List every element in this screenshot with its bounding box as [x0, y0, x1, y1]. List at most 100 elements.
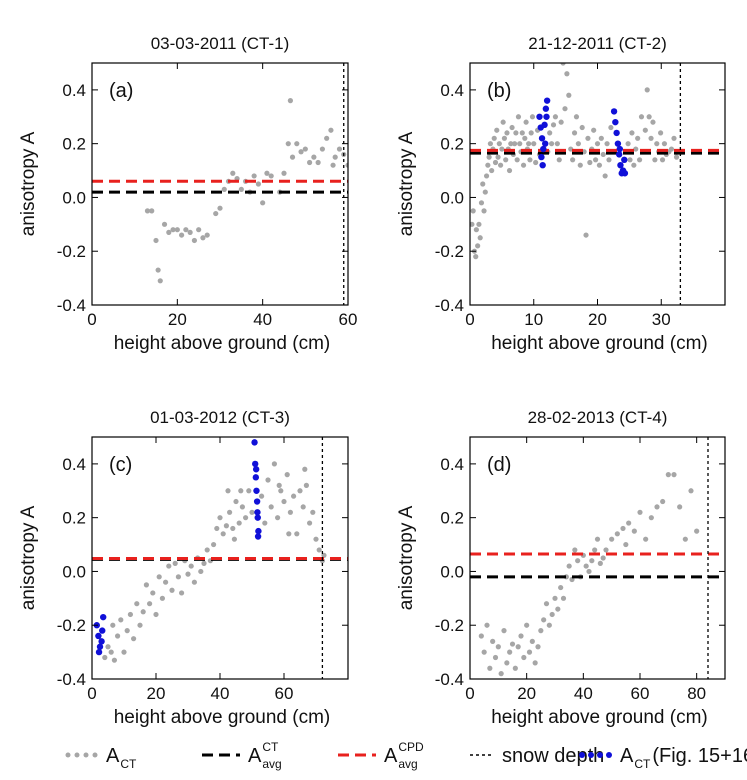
- data-point: [570, 157, 576, 163]
- y-tick-label: 0.0: [440, 562, 464, 581]
- data-point: [475, 243, 481, 249]
- data-point: [166, 229, 172, 235]
- legend-suffix: (Fig. 15+16): [652, 745, 747, 767]
- data-point: [204, 232, 210, 238]
- data-point: [531, 141, 537, 147]
- data-point: [159, 595, 165, 601]
- y-tick-label: -0.4: [435, 296, 464, 315]
- data-point: [281, 170, 287, 176]
- data-point: [310, 509, 316, 515]
- data-point: [489, 167, 495, 174]
- y-axis-title: anisotropy A: [396, 131, 417, 236]
- y-tick-label: 0.4: [62, 455, 86, 474]
- data-point: [509, 641, 516, 647]
- panel-label: (d): [487, 454, 511, 476]
- data-point: [303, 482, 309, 488]
- data-point: [291, 493, 297, 499]
- highlight-point: [621, 170, 629, 177]
- highlight-point: [96, 643, 104, 650]
- data-point: [319, 146, 325, 152]
- x-tick-label: 40: [253, 310, 272, 329]
- data-point: [677, 504, 683, 510]
- data-point: [512, 141, 518, 147]
- data-point: [673, 154, 680, 160]
- highlight-point: [542, 140, 549, 147]
- data-point: [508, 141, 514, 147]
- y-tick-label: -0.2: [435, 616, 464, 635]
- data-point: [575, 141, 581, 147]
- data-point: [478, 200, 485, 206]
- data-point: [239, 504, 245, 510]
- data-point: [682, 536, 688, 542]
- panel-label: (c): [109, 454, 132, 476]
- data-point: [648, 515, 654, 521]
- data-point: [284, 472, 290, 478]
- data-point: [144, 208, 151, 214]
- data-point: [217, 205, 223, 211]
- data-point: [660, 498, 666, 505]
- data-point: [560, 63, 566, 66]
- data-point: [694, 528, 700, 534]
- data-point: [518, 633, 524, 639]
- y-tick-label: 0.4: [62, 81, 86, 100]
- y-tick-label: 0.0: [62, 562, 86, 581]
- data-point: [297, 488, 303, 494]
- data-point: [501, 628, 507, 634]
- data-point: [491, 135, 497, 141]
- data-point: [217, 515, 223, 521]
- data-point: [238, 488, 244, 494]
- plot-area: [92, 63, 348, 305]
- data-point: [554, 141, 560, 147]
- panel-d: -0.4 -0.2 0.0 0.2 0.4 0 20 40 60 80 28-02-2013 (CT…: [396, 408, 726, 728]
- x-axis-title: height above ground (cm): [491, 707, 708, 728]
- highlight-point: [99, 627, 106, 634]
- data-point: [220, 531, 226, 537]
- data-point: [211, 541, 217, 548]
- data-point: [587, 159, 593, 166]
- data-point: [330, 162, 336, 168]
- x-tick-label: 0: [87, 310, 96, 329]
- data-point: [499, 146, 505, 152]
- legend-item-snow: snow depth: [470, 745, 604, 767]
- panel-c: -0.4 -0.2 0.0 0.2 0.4 0 20 40 60 01-03-2012 (CT-3…: [18, 408, 349, 728]
- data-point: [294, 531, 300, 537]
- data-point: [648, 135, 654, 141]
- data-point: [255, 181, 261, 187]
- legend-superscript: CT: [262, 740, 279, 754]
- x-tick-label: 80: [687, 684, 706, 703]
- data-point: [543, 601, 550, 607]
- plot-frame: [91, 62, 349, 306]
- data-point: [650, 119, 656, 125]
- data-point: [633, 146, 639, 152]
- data-point: [535, 644, 541, 650]
- data-point: [276, 482, 282, 488]
- data-point: [609, 536, 615, 542]
- data-point: [528, 130, 534, 136]
- data-point: [558, 584, 564, 591]
- data-point: [221, 186, 227, 192]
- data-point: [315, 159, 321, 166]
- data-point: [311, 154, 317, 160]
- data-point: [644, 87, 650, 93]
- data-point: [105, 644, 111, 650]
- y-tick-label: -0.2: [435, 242, 464, 261]
- data-point: [600, 151, 606, 158]
- data-point: [522, 135, 528, 141]
- highlight-point: [255, 527, 262, 535]
- data-point: [166, 563, 172, 569]
- data-point: [573, 114, 580, 120]
- y-tick-label: -0.4: [57, 296, 86, 315]
- data-point: [501, 135, 508, 141]
- y-tick-label: 0.2: [62, 135, 86, 154]
- data-point: [495, 644, 501, 650]
- data-point: [473, 254, 479, 260]
- data-point: [185, 571, 191, 577]
- data-point: [285, 141, 291, 147]
- legend-marker: [74, 752, 80, 758]
- data-point: [560, 595, 567, 601]
- data-point: [506, 167, 513, 174]
- highlight-point: [617, 161, 624, 169]
- data-point: [249, 509, 255, 515]
- data-point: [654, 141, 660, 147]
